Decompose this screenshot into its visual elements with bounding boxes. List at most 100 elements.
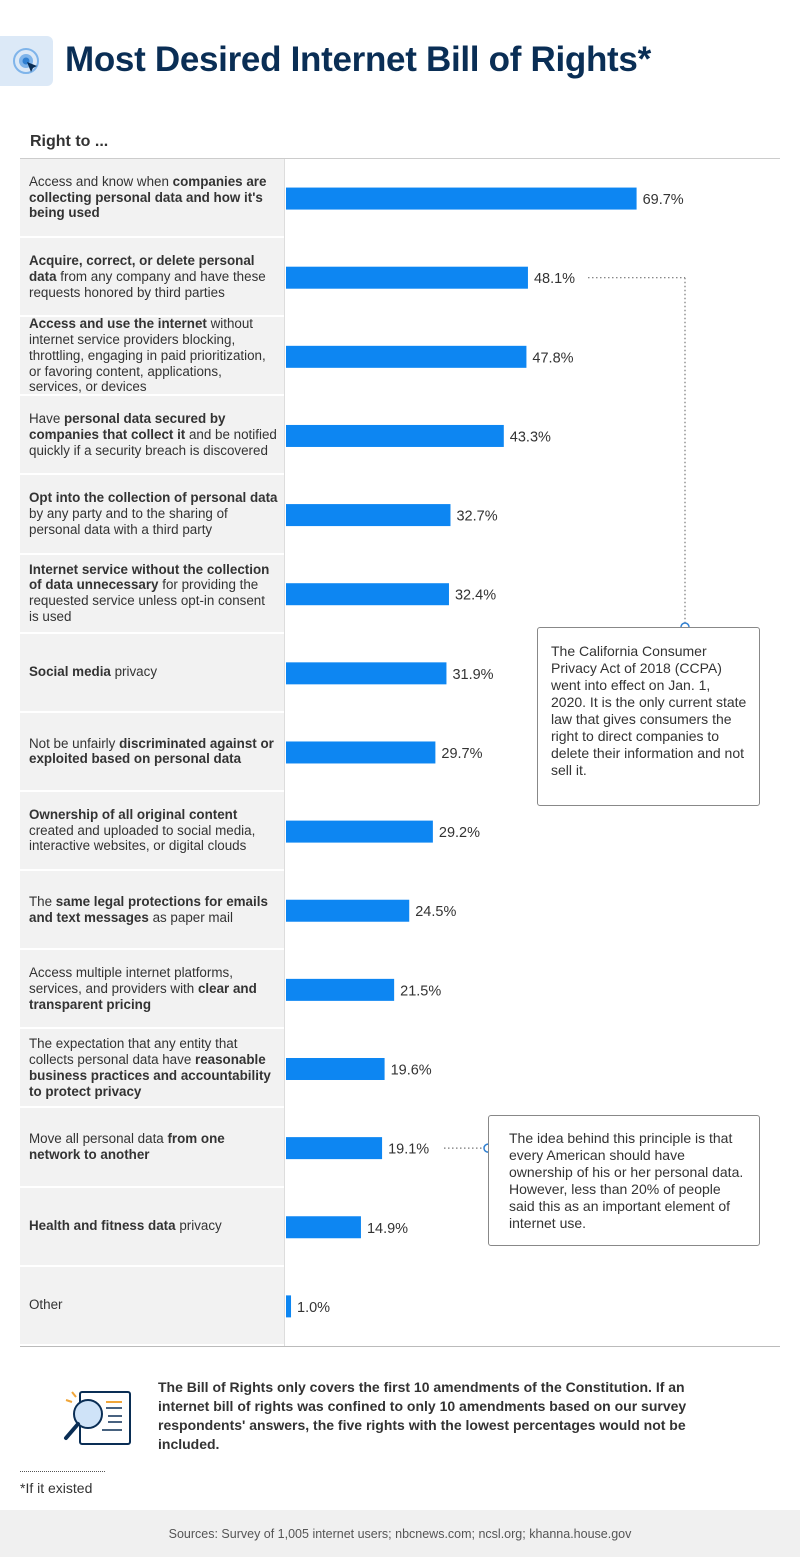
row-label-run: The xyxy=(29,893,56,909)
row-label-text: The same legal protections for emails an… xyxy=(29,894,278,926)
ccpa-callout-text: The California Consumer Privacy Act of 2… xyxy=(551,643,747,778)
footnote: *If it existed xyxy=(20,1480,93,1496)
bar-value-label: 14.9% xyxy=(367,1221,408,1237)
bar xyxy=(286,741,436,764)
bar xyxy=(286,266,528,289)
bar-value-label: 29.2% xyxy=(439,825,480,841)
row-label-run: Move all personal data xyxy=(29,1131,168,1147)
row-label: Internet service without the collection … xyxy=(20,555,284,634)
row-label-text: Ownership of all original content create… xyxy=(29,807,278,854)
header: Most Desired Internet Bill of Rights* xyxy=(0,0,800,125)
row-label-bold-run: Internet service without the collection … xyxy=(29,561,270,593)
row-label: Acquire, correct, or delete personal dat… xyxy=(20,238,284,318)
bar-value-label: 47.8% xyxy=(532,350,573,366)
row-label: Ownership of all original content create… xyxy=(20,792,284,872)
target-cursor-icon xyxy=(13,48,39,74)
row-label: Move all personal data from one network … xyxy=(20,1109,284,1188)
row-label: Health and fitness data privacy xyxy=(20,1188,284,1267)
row-label-run: for providing the requested service unle… xyxy=(29,577,265,624)
row-label-run: Not be unfairly xyxy=(29,735,120,751)
row-label: Other xyxy=(20,1267,284,1346)
row-label-bold-run: reasonable business practices and accoun… xyxy=(29,1052,271,1099)
ccpa-callout: The California Consumer Privacy Act of 2… xyxy=(537,627,760,806)
bar xyxy=(286,504,451,527)
bar xyxy=(286,1137,383,1160)
row-label-bold-run: companies are collecting personal data a… xyxy=(29,173,267,221)
row-label-bold-run: from one network to another xyxy=(29,1131,225,1163)
row-label-run: created and uploaded to social media, in… xyxy=(29,822,256,854)
row-label-run: by any party and to the sharing of perso… xyxy=(29,506,228,537)
row-label: Access and know when companies are colle… xyxy=(20,159,284,238)
row-label: Access multiple internet platforms, serv… xyxy=(20,950,284,1030)
bar-value-label: 29.7% xyxy=(441,746,482,762)
row-label-text: Health and fitness data privacy xyxy=(29,1218,222,1234)
bar xyxy=(286,1057,385,1080)
row-label: Opt into the collection of personal data… xyxy=(20,476,284,555)
magnifier-document-icon xyxy=(64,1391,131,1445)
row-label-text: The expectation that any entity that col… xyxy=(29,1036,278,1099)
bar xyxy=(286,345,527,368)
row-label: The expectation that any entity that col… xyxy=(20,1029,284,1109)
bar xyxy=(286,1216,361,1239)
row-label-run: and be notified quickly if a security br… xyxy=(29,426,277,458)
row-label-run: The expectation that any entity that col… xyxy=(29,1036,238,1068)
sources-text: Sources: Survey of 1,005 internet users;… xyxy=(168,1526,632,1541)
row-label-column: Access and know when companies are colle… xyxy=(20,159,285,1346)
bar-value-label: 32.4% xyxy=(455,588,496,604)
bar-value-label: 1.0% xyxy=(297,1300,330,1316)
row-label-bold-run: Social media xyxy=(29,664,111,680)
sources-bar: Sources: Survey of 1,005 internet users;… xyxy=(0,1510,800,1557)
row-label-run: from any company and have these requests… xyxy=(29,268,266,300)
bar xyxy=(286,583,449,606)
bar-value-label: 48.1% xyxy=(534,271,575,287)
row-label-text: Opt into the collection of personal data… xyxy=(29,490,278,537)
data-portability-callout-text: The idea behind this principle is that e… xyxy=(509,1130,744,1231)
logo-badge xyxy=(0,36,53,86)
row-label-text: Access and use the internet without inte… xyxy=(29,316,278,395)
row-label-bold-run: same legal protections for emails and te… xyxy=(29,893,268,925)
row-label: Social media privacy xyxy=(20,634,284,713)
row-label-bold-run: personal data secured by companies that … xyxy=(29,411,226,442)
row-label-text: Acquire, correct, or delete personal dat… xyxy=(29,253,278,300)
row-label-bold-run: Health and fitness data xyxy=(29,1218,176,1234)
bar xyxy=(286,187,637,210)
row-label-text: Access and know when companies are colle… xyxy=(29,174,278,221)
bar-value-label: 19.6% xyxy=(391,1062,432,1078)
bar xyxy=(286,662,447,685)
row-label-text: Access multiple internet platforms, serv… xyxy=(29,965,278,1012)
bill-of-rights-note: The Bill of Rights only covers the first… xyxy=(158,1379,687,1452)
row-label-run: Access multiple internet platforms, serv… xyxy=(29,965,233,996)
table-top-divider xyxy=(20,158,780,159)
row-label: Have personal data secured by companies … xyxy=(20,396,284,476)
row-label: The same legal protections for emails an… xyxy=(20,871,284,951)
bar xyxy=(286,978,395,1001)
row-label-bold-run: Acquire, correct, or delete personal dat… xyxy=(29,252,255,284)
page-title: Most Desired Internet Bill of Rights* xyxy=(65,40,651,79)
row-label-text: Move all personal data from one network … xyxy=(29,1131,278,1163)
row-label-text: Social media privacy xyxy=(29,664,157,680)
bar xyxy=(286,820,433,843)
bar xyxy=(286,1295,292,1318)
chart-bottom-divider xyxy=(20,1346,780,1347)
row-label-run: privacy xyxy=(110,664,158,680)
bar-value-label: 32.7% xyxy=(456,509,497,525)
row-label-bold-run: discriminated against or exploited based… xyxy=(29,735,274,767)
row-label: Access and use the internet without inte… xyxy=(20,316,284,397)
row-label-bold-run: Opt into the collection of personal data xyxy=(29,490,278,506)
bar xyxy=(286,899,410,922)
footnote-divider xyxy=(20,1471,105,1472)
bar-value-label: 21.5% xyxy=(400,983,441,999)
row-label-run: without internet service providers block… xyxy=(29,316,266,395)
row-label-run: as paper mail xyxy=(148,909,233,925)
row-label-bold-run: clear and transparent pricing xyxy=(29,980,257,1012)
bar-value-label: 69.7% xyxy=(643,192,684,208)
row-label-run: privacy xyxy=(175,1218,222,1234)
row-label-run: Have xyxy=(29,411,64,427)
bar-value-label: 19.1% xyxy=(388,1142,429,1158)
row-label-run: Access and know when xyxy=(29,173,173,189)
bar-value-label: 31.9% xyxy=(452,667,493,683)
row-label-text: Not be unfairly discriminated against or… xyxy=(29,736,278,768)
bar-value-label: 24.5% xyxy=(415,904,456,920)
row-label-text: Have personal data secured by companies … xyxy=(29,411,278,458)
bar xyxy=(286,424,504,447)
